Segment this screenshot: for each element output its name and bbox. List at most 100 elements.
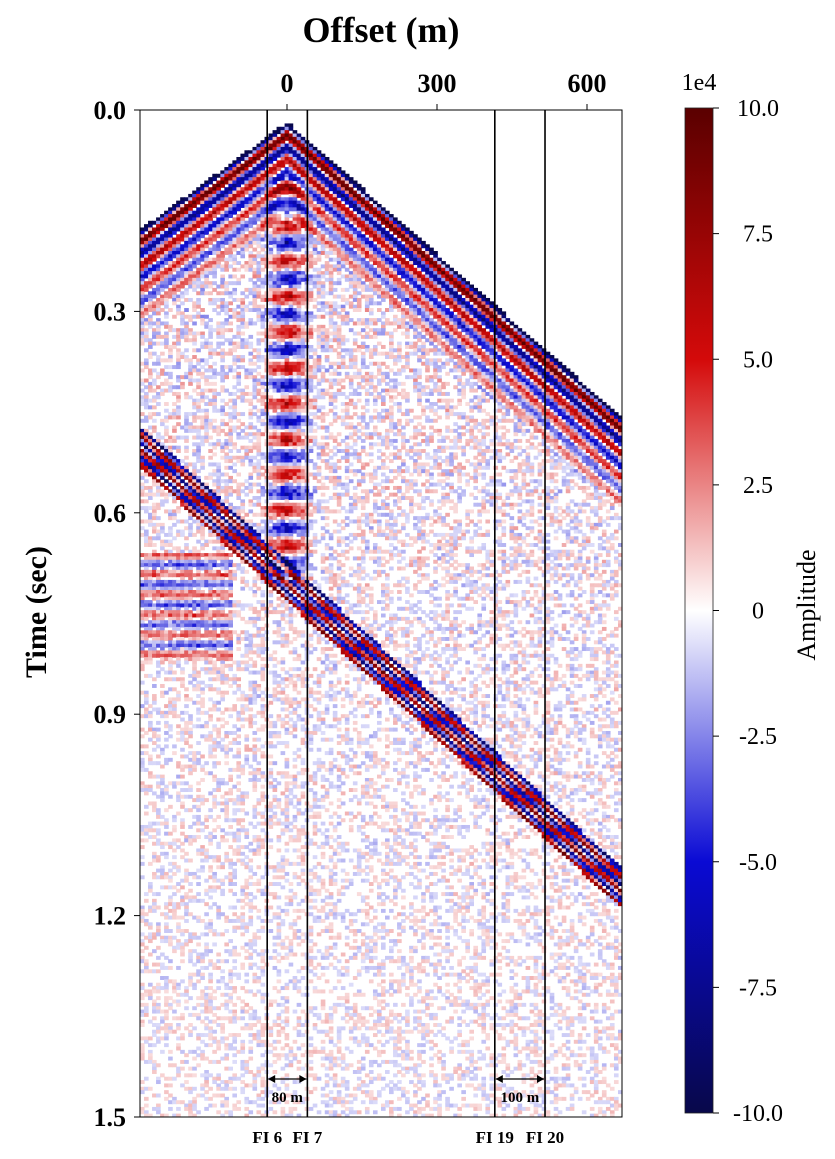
heatmap-cell	[208, 297, 213, 302]
heatmap-cell	[144, 593, 149, 598]
heatmap-cell	[140, 261, 145, 266]
heatmap-cell	[188, 512, 193, 517]
heatmap-cell	[268, 234, 274, 239]
heatmap-cell	[204, 683, 209, 688]
heatmap-cell	[188, 613, 193, 618]
heatmap-cell	[192, 479, 197, 484]
heatmap-cell	[140, 294, 145, 299]
heatmap-cell	[176, 237, 181, 242]
heatmap-cell	[252, 502, 258, 507]
heatmap-cell	[228, 653, 233, 658]
heatmap-cell	[196, 257, 201, 262]
heatmap-cell	[144, 244, 149, 249]
heatmap-cell	[236, 432, 242, 437]
heatmap-cell	[156, 663, 161, 668]
heatmap-cell	[220, 331, 225, 336]
heatmap-cell	[244, 398, 250, 403]
heatmap-cell	[176, 905, 181, 910]
heatmap-cell	[228, 522, 233, 527]
heatmap-cell	[260, 663, 266, 668]
heatmap-cell	[232, 848, 237, 853]
heatmap-cell	[224, 445, 229, 450]
heatmap-cell	[200, 613, 205, 618]
heatmap-cell	[216, 428, 221, 433]
heatmap-cell	[156, 230, 161, 235]
heatmap-cell	[184, 324, 189, 329]
heatmap-cell	[256, 529, 262, 534]
heatmap-cell	[260, 553, 266, 558]
heatmap-cell	[268, 180, 274, 185]
heatmap-cell	[232, 227, 237, 232]
heatmap-cell	[140, 412, 145, 417]
heatmap-cell	[224, 942, 229, 947]
heatmap-cell	[212, 177, 217, 182]
heatmap-cell	[192, 583, 197, 588]
heatmap-cell	[164, 885, 169, 890]
heatmap-cell	[140, 1056, 145, 1061]
heatmap-cell	[224, 512, 229, 517]
heatmap-cell	[152, 331, 157, 336]
heatmap-cell	[216, 1046, 221, 1051]
heatmap-cell	[236, 207, 242, 212]
heatmap-cell	[228, 516, 233, 521]
heatmap-cell	[176, 811, 181, 816]
heatmap-cell	[200, 633, 205, 638]
heatmap-cell	[208, 318, 213, 323]
heatmap-cell	[268, 955, 274, 960]
heatmap-cell	[172, 459, 177, 464]
heatmap-cell	[168, 935, 173, 940]
heatmap-cell	[180, 653, 185, 658]
heatmap-cell	[232, 871, 237, 876]
heatmap-cell	[208, 509, 213, 514]
heatmap-cell	[192, 932, 197, 937]
heatmap-cell	[164, 603, 169, 608]
heatmap-cell	[152, 898, 157, 903]
heatmap-cell	[236, 324, 242, 329]
heatmap-cell	[192, 428, 197, 433]
heatmap-cell	[152, 1006, 157, 1011]
heatmap-cell	[196, 848, 201, 853]
heatmap-cell	[196, 955, 201, 960]
heatmap-cell	[268, 281, 274, 286]
heatmap-cell	[196, 637, 201, 641]
heatmap-cell	[192, 630, 197, 635]
heatmap-cell	[208, 1026, 213, 1031]
heatmap-cell	[224, 761, 229, 766]
heatmap-cell	[224, 247, 229, 252]
heatmap-cell	[140, 912, 145, 917]
heatmap-cell	[148, 579, 153, 584]
heatmap-cell	[256, 355, 262, 359]
heatmap-cell	[188, 603, 193, 608]
heatmap-cell	[220, 355, 225, 359]
heatmap-cell	[184, 291, 189, 296]
heatmap-cell	[176, 663, 181, 668]
heatmap-cell	[152, 250, 157, 255]
heatmap-cell	[216, 532, 221, 537]
heatmap-cell	[188, 576, 193, 581]
heatmap-cell	[188, 697, 193, 702]
heatmap-cell	[228, 939, 233, 944]
heatmap-cell	[212, 200, 217, 205]
heatmap-cell	[144, 657, 149, 662]
heatmap-cell	[144, 573, 149, 578]
heatmap-cell	[216, 1073, 221, 1078]
heatmap-cell	[180, 254, 185, 259]
heatmap-cell	[208, 620, 213, 625]
heatmap-cell	[256, 798, 262, 803]
heatmap-cell	[204, 579, 209, 584]
heatmap-cell	[216, 244, 221, 249]
heatmap-cell	[236, 714, 242, 719]
heatmap-cell	[216, 596, 221, 601]
heatmap-cell	[160, 539, 165, 544]
heatmap-cell	[188, 1110, 193, 1115]
heatmap-cell	[140, 230, 145, 235]
heatmap-cell	[160, 965, 165, 970]
heatmap-cell	[268, 197, 274, 202]
heatmap-cell	[232, 851, 237, 856]
heatmap-cell	[236, 230, 242, 235]
heatmap-cell	[268, 509, 274, 514]
heatmap-cell	[204, 902, 209, 907]
heatmap-cell	[204, 220, 209, 225]
heatmap-cell	[224, 640, 229, 645]
heatmap-cell	[140, 1053, 145, 1058]
